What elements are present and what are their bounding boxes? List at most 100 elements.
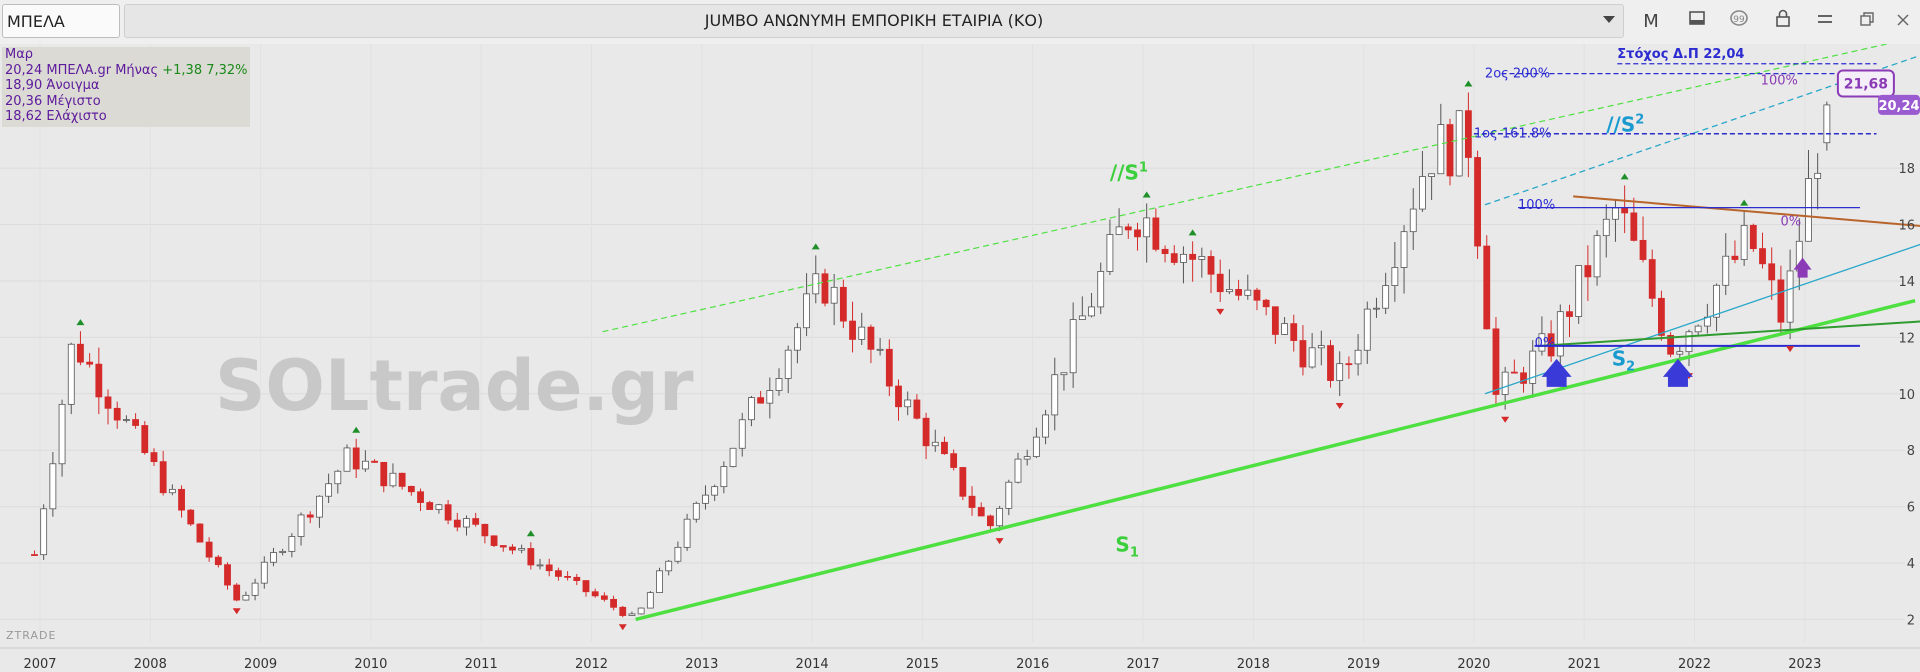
candle-down [31, 554, 38, 556]
close-icon[interactable] [1888, 8, 1918, 36]
candle-up [1069, 319, 1077, 374]
trendline-label: //S1 [1110, 160, 1148, 184]
candle-up [1014, 458, 1022, 483]
candle-up [1722, 255, 1730, 286]
x-tick-label: 2018 [1237, 657, 1270, 672]
candle-up [1180, 253, 1187, 263]
candle-up [1437, 124, 1445, 175]
candle-up [646, 592, 654, 609]
grid [0, 44, 1920, 672]
ohlc-close: 20,24 ΜΠΕΛΑ.gr Μήνας [5, 62, 159, 78]
period-button[interactable]: M [1643, 11, 1659, 32]
candle-up [628, 613, 636, 616]
fib-label: 0% [1781, 215, 1802, 230]
candle-down [591, 591, 599, 597]
y-tick-label: 10 [1898, 388, 1915, 403]
candle-up [1023, 456, 1031, 460]
candle-down [987, 515, 994, 527]
target-box [1836, 69, 1895, 98]
y-tick-label: 6 [1907, 501, 1915, 516]
candle-down [1262, 299, 1270, 308]
candle-up [334, 470, 342, 485]
swing-high-marker [76, 319, 85, 326]
candle-up [904, 399, 912, 408]
candle-up [1676, 351, 1684, 355]
x-tick-label: 2017 [1126, 657, 1159, 672]
candle-down [1446, 124, 1454, 177]
x-tick-label: 2014 [796, 657, 829, 672]
candle-up [702, 494, 709, 504]
candle-down [159, 461, 167, 494]
x-tick-label: 2019 [1347, 657, 1380, 672]
swing-high-marker [1740, 199, 1749, 206]
candle-up [830, 286, 838, 304]
candle-up [1226, 289, 1233, 293]
y-tick-label: 4 [1907, 557, 1915, 572]
candle-up [748, 397, 755, 421]
chevron-down-icon[interactable] [1594, 8, 1624, 36]
swing-high-marker [1464, 80, 1473, 87]
candle-down [1759, 248, 1766, 265]
menu-icon[interactable] [1810, 8, 1840, 36]
y-tick-label: 8 [1907, 444, 1915, 459]
candle-down [1464, 110, 1472, 158]
candle-down [509, 546, 516, 551]
candle-up [1042, 414, 1049, 438]
lock-icon[interactable] [1768, 8, 1798, 36]
x-tick-label: 2012 [575, 657, 608, 672]
candle-up [1419, 176, 1426, 210]
candle-up [711, 486, 719, 496]
trendline-label-text: S [1612, 347, 1626, 371]
candle-up [361, 460, 369, 470]
swing-low-marker [618, 624, 627, 631]
candle-down [1124, 226, 1132, 231]
candle-up [1713, 284, 1720, 318]
candle-down [141, 425, 149, 454]
purple-arrow-up-icon [1793, 257, 1812, 278]
candle-up [1694, 325, 1702, 333]
candle-down [968, 495, 976, 508]
candle-up [1032, 436, 1040, 457]
candle-up [279, 550, 287, 553]
candle-down [380, 461, 388, 487]
green-support-line [1540, 320, 1920, 347]
swing-markers [76, 80, 1812, 631]
x-tick-label: 2007 [23, 657, 56, 672]
candle-down [1566, 311, 1573, 317]
candle-up [766, 390, 774, 404]
trendline-label-text: S [1115, 533, 1129, 557]
candle-down [1345, 363, 1353, 366]
candle-down [1161, 248, 1169, 255]
ohlc-date: Μαρ [5, 47, 34, 62]
candle-down [1271, 306, 1279, 335]
trendline-label: S2 [1612, 347, 1635, 375]
layout-icon[interactable] [1682, 8, 1712, 36]
candle-up [325, 483, 333, 497]
candle-up [1336, 363, 1344, 381]
chat-icon[interactable]: 99 [1724, 8, 1754, 36]
candle-up [1363, 308, 1371, 351]
candle-down [545, 564, 553, 572]
restore-icon[interactable] [1852, 8, 1882, 36]
candle-up [1060, 372, 1068, 376]
candle-down [1290, 323, 1298, 341]
candle-down [959, 467, 967, 497]
candle-up [389, 472, 397, 487]
x-tick-label: 2023 [1788, 657, 1821, 672]
x-tick-label: 2022 [1678, 657, 1711, 672]
candle-down [444, 504, 452, 521]
swing-low-marker [1216, 308, 1225, 315]
y-tick-label: 2 [1907, 613, 1915, 628]
candle-down [453, 519, 461, 528]
candle-up [793, 327, 801, 351]
candle-down [224, 564, 231, 586]
trendline-label: //S2 [1606, 112, 1644, 136]
symbol-input[interactable]: ΜΠΕΛΑ [2, 4, 120, 38]
x-tick-label: 2015 [906, 657, 939, 672]
candle-down [922, 417, 930, 447]
candle-down [150, 452, 158, 463]
swing-high-marker [1620, 173, 1629, 180]
candle-down [187, 509, 195, 525]
